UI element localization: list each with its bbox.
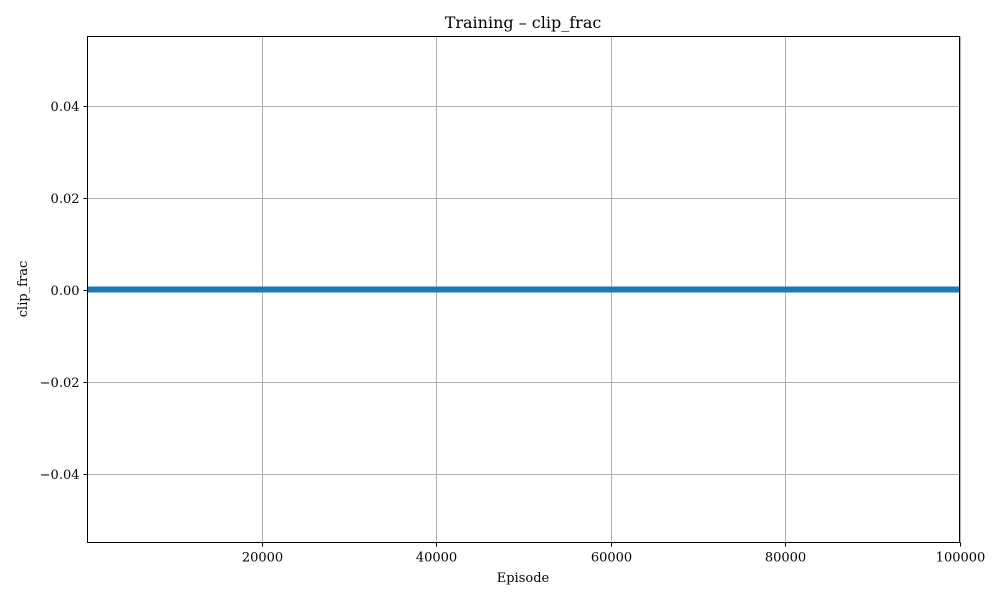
grid [87,36,961,543]
x-tick-label: 40000 [416,551,457,566]
plot-frame [87,36,960,543]
y-tick-label: 0.04 [51,100,80,115]
y-ticks: 0.04 0.02 0.00 −0.02 −0.04 [40,100,88,483]
x-tick-label: 60000 [591,551,632,566]
x-ticks: 20000 40000 60000 80000 100000 [242,542,986,566]
x-tick-label: 80000 [765,551,806,566]
x-tick-label: 100000 [936,551,986,566]
x-axis-label: Episode [497,571,550,586]
y-axis-label: clip_frac [16,261,31,317]
y-tick-label: 0.02 [51,192,80,207]
chart-title: Training – clip_frac [445,13,602,32]
y-tick-label: −0.02 [40,376,80,391]
y-tick-label: −0.04 [40,468,80,483]
x-tick-label: 20000 [242,551,283,566]
y-tick-label: 0.00 [51,284,80,299]
